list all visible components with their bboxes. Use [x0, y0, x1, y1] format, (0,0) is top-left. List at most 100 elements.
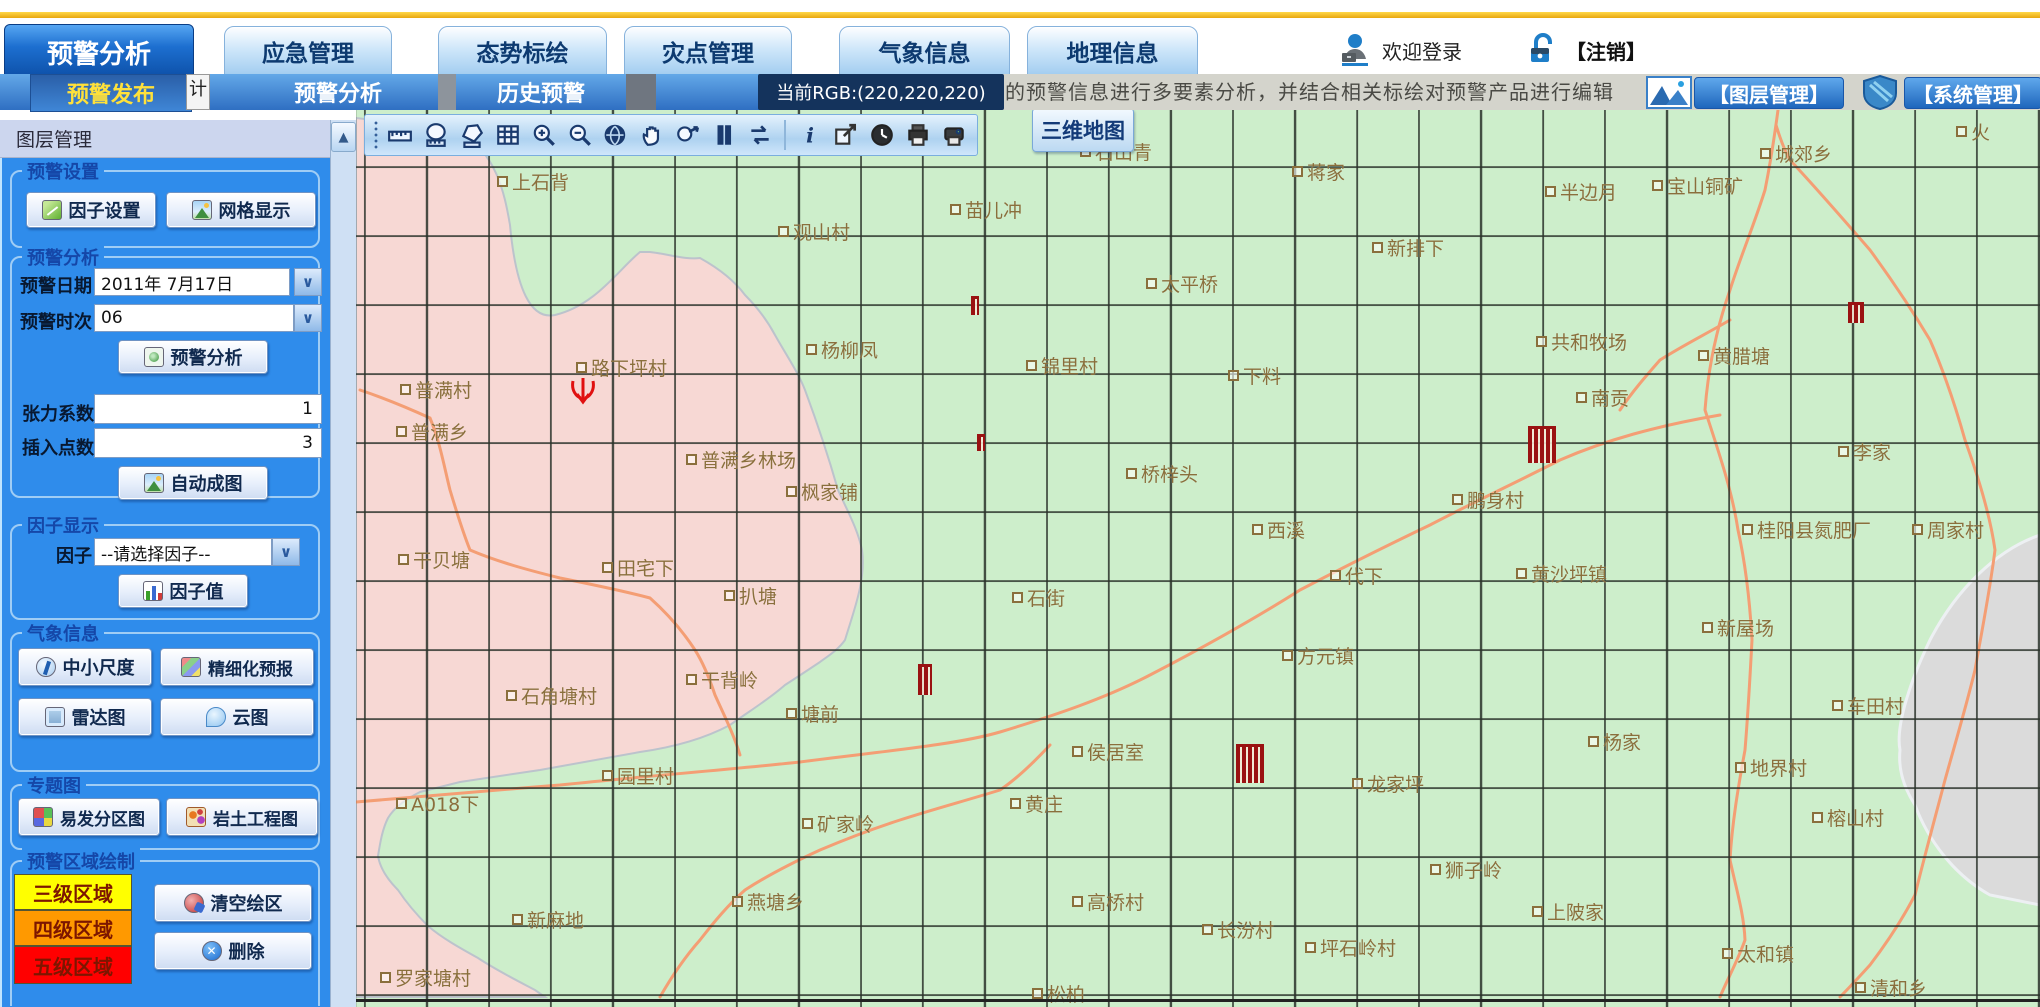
subtab-warning-analysis[interactable]: 预警分析 [293, 82, 382, 107]
fine-forecast-button[interactable]: 精细化预报 [160, 648, 314, 686]
identify-info-icon[interactable]: i [795, 120, 825, 150]
clear-draw-button[interactable]: 清空绘区 [154, 884, 312, 922]
sidebar-panel: 预警设置 因子设置 网格显示 预警分析 预警日期 2011年 7月17日 ∨ 预… [0, 158, 330, 1007]
map-place-label: 石街 [1012, 584, 1065, 611]
factor-dropdown-arrow[interactable]: ∨ [272, 538, 300, 566]
zoom-select-icon[interactable] [673, 120, 703, 150]
radar-map-icon [44, 707, 65, 727]
refresh-swap-icon[interactable] [745, 120, 775, 150]
pause-icon[interactable] [709, 120, 739, 150]
nodata-gray-region [1897, 533, 2040, 907]
red-cluster-marker [977, 434, 985, 451]
map-place-label: 塘前 [786, 700, 839, 727]
warning-time-dropdown-arrow[interactable]: ∨ [294, 304, 322, 332]
warning-analyze-button[interactable]: 预警分析 [118, 340, 268, 374]
subnav-bar: 预警发布 预警分析 历史预警 的预警信息进行多要素分析，并结合相关标绘对预警产品… [0, 74, 2040, 112]
auto-map-button[interactable]: 自动成图 [118, 466, 268, 500]
sidebar-scrollbar[interactable] [330, 120, 356, 1007]
map-place-label: 松柏 [1032, 980, 1085, 1007]
level4-region-swatch[interactable]: 四级区域 [14, 910, 132, 946]
group-warning-region-draw: 预警区域绘制 三级区域 四级区域 五级区域 清空绘区 删除 [10, 848, 320, 1006]
auto-map-icon [143, 473, 164, 493]
level3-region-swatch[interactable]: 三级区域 [14, 874, 132, 910]
meso-scale-button[interactable]: 中小尺度 [18, 648, 152, 686]
factor-select[interactable]: --请选择因子-- [94, 538, 272, 566]
tab-geo-info[interactable]: 地理信息 [1027, 26, 1198, 76]
factor-settings-button[interactable]: 因子设置 [26, 192, 156, 228]
logout-button[interactable]: 【注销】 [1528, 28, 1646, 72]
subtab-history-warning[interactable]: 历史预警 [496, 82, 585, 107]
tab-disaster-points[interactable]: 灾点管理 [624, 26, 792, 76]
prone-zone-map-icon [33, 807, 53, 827]
map-place-label: 园里村 [602, 762, 674, 789]
map-bottom-edge [356, 999, 2040, 1002]
map-place-label: 普满乡 [396, 418, 468, 445]
layer-manager-button[interactable]: 【图层管理】 [1694, 77, 1844, 109]
warning-analyze-icon [143, 347, 164, 367]
insert-points-input[interactable] [94, 428, 322, 458]
factor-settings-icon [41, 200, 62, 220]
warning-time-select[interactable]: 06 [94, 304, 294, 332]
system-manager-button[interactable]: 【系统管理】 [1904, 77, 2040, 109]
print-preview-icon[interactable] [939, 120, 969, 150]
level5-region-swatch[interactable]: 五级区域 [14, 946, 132, 984]
factor-value-button[interactable]: 因子值 [118, 574, 248, 608]
warning-date-select[interactable]: 2011年 7月17日 [94, 268, 290, 296]
red-cluster-marker [971, 296, 979, 315]
measure-polygon-icon[interactable] [457, 120, 487, 150]
tab-weather-info[interactable]: 气象信息 [839, 26, 1010, 76]
map-place-label: 田宅下 [602, 554, 674, 581]
svg-text:i: i [806, 124, 814, 148]
scrollbar-up-arrow[interactable]: ▲ [331, 122, 356, 152]
grid-icon[interactable] [493, 120, 523, 150]
group-thematic-maps: 专题图 易发分区图 岩土工程图 [10, 772, 320, 850]
map-place-label: 城郊乡 [1760, 140, 1832, 167]
map-canvas[interactable]: 上石背 石山青 蒋家 城郊乡 苗儿冲 半边月 宝山铜矿 观山村 新排下 太平桥 杨柳凤 锦里村 下料 共和… [356, 110, 2040, 1007]
zoom-in-icon[interactable] [529, 120, 559, 150]
sidebar-header: 图层管理 [0, 120, 330, 158]
delete-button[interactable]: 删除 [154, 932, 312, 970]
map-toolbar: i [364, 114, 978, 156]
tab-situation-plot[interactable]: 态势标绘 [438, 26, 607, 76]
grid-display-button[interactable]: 网格显示 [166, 192, 316, 228]
globe-icon[interactable] [601, 120, 631, 150]
warning-date-dropdown-arrow[interactable]: ∨ [294, 268, 322, 296]
map-place-label: 代下 [1330, 562, 1383, 589]
print-icon[interactable] [903, 120, 933, 150]
map-place-label: A018下 [396, 790, 479, 817]
clock-icon[interactable] [867, 120, 897, 150]
map-place-label: 杨家 [1588, 728, 1641, 755]
map-place-label: 罗家塘村 [380, 964, 471, 991]
map-place-label: 干背岭 [686, 666, 758, 693]
map-place-label: 桂阳县氮肥厂 [1742, 516, 1871, 543]
tab-warning-analysis[interactable]: 预警分析 [4, 24, 194, 80]
geotech-map-icon [186, 807, 206, 827]
welcome-login[interactable]: 欢迎登录 [1336, 28, 1462, 72]
tension-coefficient-input[interactable] [94, 394, 322, 424]
map-place-label: 火 [1956, 118, 1990, 145]
subtab-warning-publish[interactable]: 预警发布 [30, 74, 192, 112]
map-place-label: 半边月 [1545, 178, 1617, 205]
map-place-label: 桥梓头 [1126, 460, 1198, 487]
geotech-map-button[interactable]: 岩土工程图 [166, 798, 318, 836]
map-place-label: 普满乡林场 [686, 446, 796, 473]
map-place-label: 锦里村 [1026, 352, 1098, 379]
map-place-label: 太平桥 [1146, 270, 1218, 297]
export-icon[interactable] [831, 120, 861, 150]
tab-emergency-mgmt[interactable]: 应急管理 [224, 26, 392, 76]
map-place-label: 周家村 [1912, 516, 1984, 543]
map-place-label: 共和牧场 [1536, 328, 1627, 355]
system-manager-icon [1860, 74, 1900, 111]
pan-hand-icon[interactable] [637, 120, 667, 150]
toolbar-grip[interactable] [373, 120, 379, 150]
map-place-label: 路下坪村 [576, 354, 667, 381]
zoom-out-icon[interactable] [565, 120, 595, 150]
factor-value-icon [142, 581, 163, 601]
gold-divider [0, 12, 2040, 18]
cloud-map-button[interactable]: 云图 [160, 698, 314, 736]
map-3d-button[interactable]: 三维地图 [1032, 110, 1134, 152]
prone-zone-map-button[interactable]: 易发分区图 [18, 798, 160, 836]
measure-ellipse-icon[interactable] [421, 120, 451, 150]
measure-distance-icon[interactable] [385, 120, 415, 150]
radar-map-button[interactable]: 雷达图 [18, 698, 152, 736]
